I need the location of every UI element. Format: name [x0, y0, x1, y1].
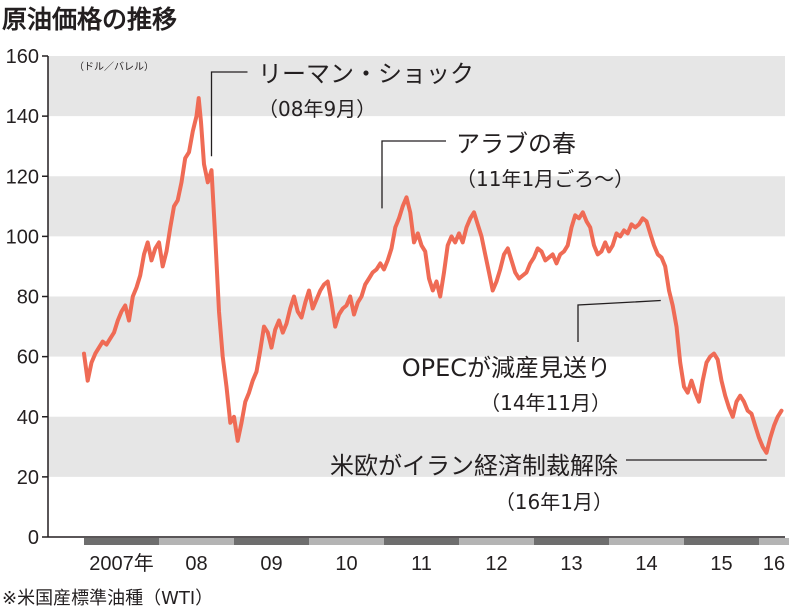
annotation-label: アラブの春 — [456, 130, 576, 158]
x-tick-label: 13 — [560, 553, 582, 575]
year-segment — [159, 538, 234, 545]
y-tick-label: 80 — [17, 287, 39, 309]
series-line — [82, 96, 784, 455]
series-layer — [82, 96, 784, 455]
annotation-leader — [381, 140, 446, 209]
year-segment — [684, 538, 759, 545]
grid-bands — [48, 56, 785, 477]
annotation-leaders — [210, 71, 767, 461]
annotation-sub-label: （16年1月） — [495, 490, 613, 514]
y-unit-label: （ドル／バレル） — [74, 61, 154, 73]
y-tick-label: 160 — [6, 46, 39, 68]
x-axis-year-bar — [84, 538, 789, 545]
x-axis: 2007年 08 09 10 11 12 13 14 15 16 — [89, 552, 785, 575]
annotation-sub-label: （08年9月） — [258, 97, 376, 121]
x-tick-label: 08 — [185, 553, 207, 575]
x-tick-label: 14 — [635, 553, 657, 575]
year-segment — [84, 538, 159, 545]
y-tick-label: 100 — [6, 226, 39, 248]
year-segment — [234, 538, 309, 545]
grid-band — [48, 176, 785, 237]
grid-band — [48, 296, 785, 357]
y-tick-label: 0 — [28, 527, 39, 549]
y-tick-label: 20 — [17, 467, 39, 489]
x-tick-label: 09 — [260, 553, 282, 575]
source-note: ※米国産標準油種（WTI） — [2, 588, 213, 609]
year-segment — [534, 538, 609, 545]
annotation-label: 米欧がイラン経済制裁解除 — [330, 452, 618, 480]
grid-band — [48, 56, 785, 117]
year-segment — [309, 538, 384, 545]
annotations: リーマン・ショック （08年9月） アラブの春 （11年1月ごろ～） OPECが減産見送… — [258, 60, 634, 514]
y-tick-label: 140 — [6, 106, 39, 128]
annotation-label: リーマン・ショック — [258, 60, 474, 88]
annotation-sub-label: （14年11月） — [480, 391, 611, 415]
annotation-sub-label: （11年1月ごろ～） — [456, 167, 634, 191]
y-tick-label: 120 — [6, 166, 39, 188]
chart-title: 原油価格の推移 — [2, 5, 177, 34]
x-tick-label: 10 — [335, 553, 357, 575]
x-tick-label: 2007年 — [89, 552, 154, 575]
year-segment — [609, 538, 684, 545]
grid-band — [48, 416, 785, 477]
x-tick-label: 11 — [411, 553, 432, 575]
year-segment — [459, 538, 534, 545]
year-segment — [384, 538, 459, 545]
y-tick-label: 60 — [17, 347, 39, 369]
x-tick-label: 15 — [710, 553, 732, 575]
annotation-leader — [210, 71, 248, 157]
year-segment — [759, 538, 789, 545]
annotation-label: OPECが減産見送り — [402, 354, 611, 382]
x-tick-label: 12 — [485, 553, 507, 575]
y-tick-label: 40 — [17, 407, 39, 429]
x-tick-label: 16 — [763, 553, 785, 575]
annotation-leader — [577, 299, 661, 342]
y-axis: 0 20 40 60 80 100 120 140 160 — [6, 46, 785, 549]
